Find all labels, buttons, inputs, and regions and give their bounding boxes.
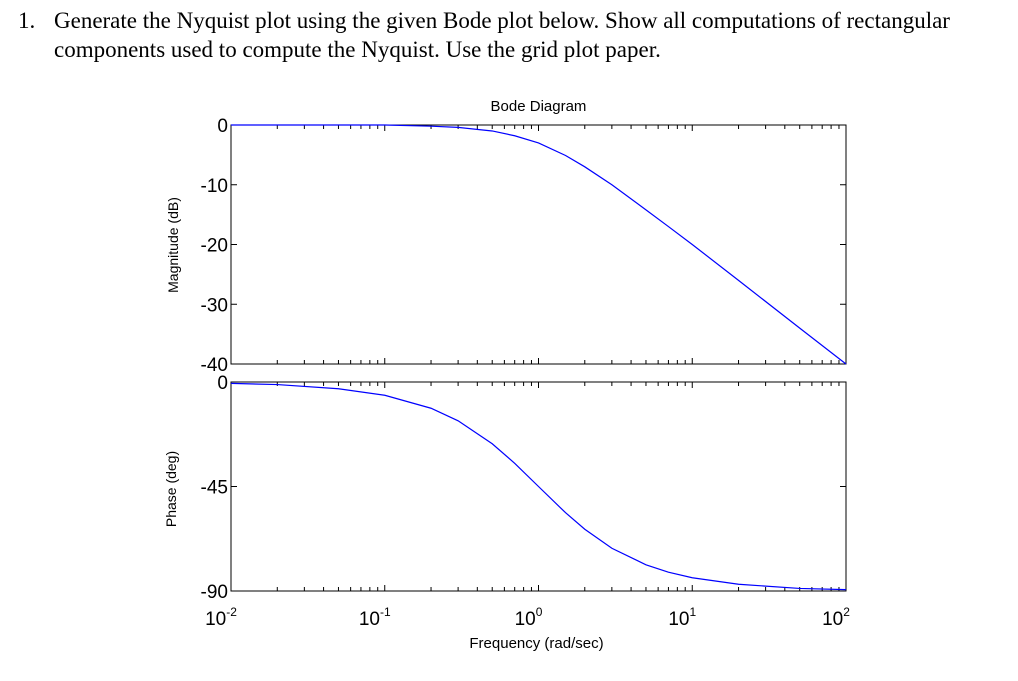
x-tick-label: 102	[822, 605, 850, 630]
x-axis-label: Frequency (rad/sec)	[469, 635, 603, 652]
x-tick-label: 10-1	[359, 605, 391, 630]
phase-axis-label: Phase (deg)	[163, 451, 179, 527]
phase-series-line	[230, 382, 847, 591]
magnitude-y-tick-label: -20	[201, 236, 228, 257]
magnitude-series-line	[231, 124, 847, 365]
chart-title: Bode Diagram	[491, 98, 587, 115]
phase-y-tick-label: 0	[217, 373, 228, 394]
x-tick-label: 10-2	[205, 605, 237, 630]
magnitude-y-tick-label: -40	[201, 355, 228, 376]
question-body: Generate the Nyquist plot using the give…	[54, 8, 950, 62]
magnitude-y-tick-label: 0	[217, 116, 228, 137]
magnitude-axes-box	[230, 124, 847, 365]
x-tick-label: 101	[668, 605, 696, 630]
phase-y-tick-label: -90	[201, 582, 228, 603]
magnitude-axis-label: Magnitude (dB)	[165, 197, 181, 293]
question-number: 1.	[18, 8, 36, 33]
x-tick-label: 100	[515, 605, 543, 630]
magnitude-y-tick-label: -10	[201, 176, 228, 197]
phase-y-tick-label: -45	[201, 478, 228, 499]
question-text-block: 1. Generate the Nyquist plot using the g…	[18, 6, 998, 64]
magnitude-y-tick-label: -30	[201, 295, 228, 316]
